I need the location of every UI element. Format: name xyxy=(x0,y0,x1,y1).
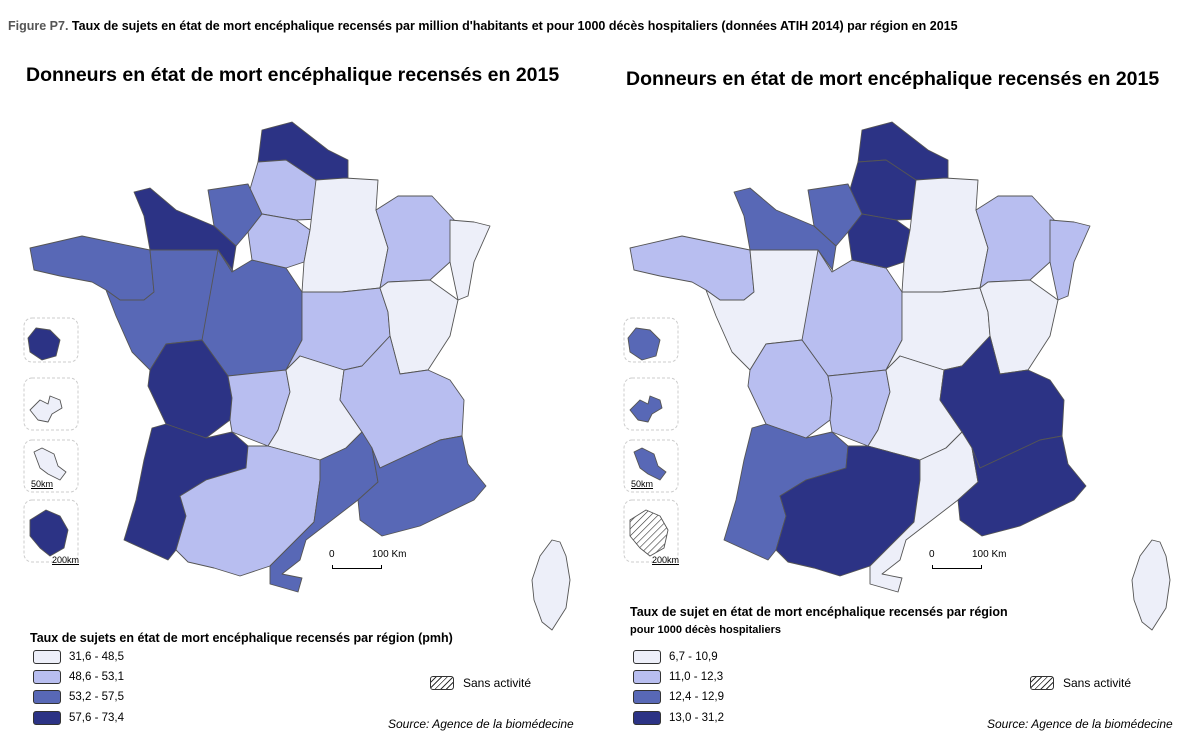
choropleth-map-pmh xyxy=(23,121,571,631)
region-corse xyxy=(1131,539,1171,631)
legend-swatch xyxy=(33,711,61,725)
no-activity-label: Sans activité xyxy=(463,676,532,690)
legend-subtitle: pour 1000 décès hospitaliers xyxy=(630,624,782,636)
inset-frame xyxy=(23,439,79,493)
inset-frame xyxy=(23,499,79,563)
legend-swatch xyxy=(633,711,661,725)
legend-label: 48,6 - 53,1 xyxy=(69,671,124,683)
region-lorraine xyxy=(375,195,459,289)
region-midi-pyrenees xyxy=(775,445,921,577)
region-guyane xyxy=(629,509,669,557)
scale-max-label: 100 Km xyxy=(372,549,407,560)
region-martinique xyxy=(633,447,667,481)
scale-line xyxy=(332,565,382,569)
legend-item: 57,6 - 73,4 xyxy=(33,710,124,726)
region-martinique xyxy=(33,447,67,481)
map-panel-pmh: Donneurs en état de mort encéphalique re… xyxy=(23,64,574,731)
region-basse-normandie xyxy=(733,187,837,273)
region-ile-de-france xyxy=(247,213,311,269)
figure-caption: Figure P7. Taux de sujets en état de mor… xyxy=(8,19,958,33)
inset-scale-small: 50km xyxy=(631,479,654,489)
hatch-swatch xyxy=(1030,676,1054,690)
region-midi-pyrenees xyxy=(175,445,321,577)
region-languedoc-roussillon xyxy=(869,431,979,593)
region-bretagne xyxy=(29,235,155,301)
legend-item: 13,0 - 31,2 xyxy=(633,710,724,726)
scale-zero-label: 0 xyxy=(329,549,335,560)
legend-label: 6,7 - 10,9 xyxy=(669,651,718,663)
legend-no-activity: Sans activité xyxy=(1030,676,1131,690)
legend-item: 48,6 - 53,1 xyxy=(33,669,124,685)
map-title: Donneurs en état de mort encéphalique re… xyxy=(626,68,1160,90)
inset-frame xyxy=(23,317,79,363)
region-guadeloupe xyxy=(29,395,63,423)
region-reunion xyxy=(627,327,661,361)
no-activity-label: Sans activité xyxy=(1063,676,1132,690)
region-languedoc-roussillon xyxy=(269,431,379,593)
region-champagne-ardenne xyxy=(301,177,389,293)
legend-label: 11,0 - 12,3 xyxy=(669,671,724,683)
hatch-swatch xyxy=(430,676,454,690)
map-panel-deces: Donneurs en état de mort encéphalique re… xyxy=(600,0,1200,750)
legend-item: 12,4 - 12,9 xyxy=(633,689,724,705)
region-centre xyxy=(801,249,903,377)
inset-frame xyxy=(623,439,679,493)
legend-label: 12,4 - 12,9 xyxy=(669,691,724,703)
figure-number: Figure P7. xyxy=(8,19,69,33)
legend-swatch xyxy=(33,690,61,704)
map-title: Donneurs en état de mort encéphalique re… xyxy=(26,64,560,86)
legend-title: Taux de sujets en état de mort encéphali… xyxy=(30,631,453,645)
figure-caption-text: Taux de sujets en état de mort encéphali… xyxy=(71,19,958,33)
region-alsace xyxy=(449,219,491,301)
inset-frame xyxy=(623,499,679,563)
legend-label: 31,6 - 48,5 xyxy=(69,651,124,663)
legend-item: 31,6 - 48,5 xyxy=(33,649,124,665)
legend-swatch xyxy=(633,690,661,704)
region-alsace xyxy=(1049,219,1091,301)
inset-scale-large: 200km xyxy=(52,555,80,565)
inset-frame xyxy=(623,317,679,363)
region-franche-comte xyxy=(979,279,1059,375)
legend-item: 53,2 - 57,5 xyxy=(33,689,124,705)
inset-frame xyxy=(23,377,79,431)
source-note: Source: Agence de la biomédecine xyxy=(388,717,574,731)
region-basse-normandie xyxy=(133,187,237,273)
region-ile-de-france xyxy=(847,213,911,269)
region-paca xyxy=(957,435,1087,537)
legend-label: 57,6 - 73,4 xyxy=(69,712,124,724)
region-bretagne xyxy=(629,235,755,301)
legend-title: Taux de sujet en état de mort encéphaliq… xyxy=(630,605,1008,619)
choropleth-map-deces xyxy=(623,121,1171,631)
region-franche-comte xyxy=(379,279,459,375)
legend-swatch xyxy=(33,650,61,664)
scale-zero-label: 0 xyxy=(929,549,935,560)
legend-label: 53,2 - 57,5 xyxy=(69,691,124,703)
legend-swatch xyxy=(633,650,661,664)
region-guadeloupe xyxy=(629,395,663,423)
region-centre xyxy=(201,249,303,377)
inset-frame xyxy=(623,377,679,431)
source-note: Source: Agence de la biomédecine xyxy=(987,717,1173,731)
scale-line xyxy=(932,565,982,569)
legend-swatch xyxy=(633,670,661,684)
region-guyane xyxy=(29,509,69,557)
region-paca xyxy=(357,435,487,537)
region-lorraine xyxy=(975,195,1059,289)
inset-scale-large: 200km xyxy=(652,555,680,565)
legend-item: 11,0 - 12,3 xyxy=(633,669,723,685)
legend-label: 13,0 - 31,2 xyxy=(669,712,724,724)
legend-swatch xyxy=(33,670,61,684)
region-champagne-ardenne xyxy=(901,177,989,293)
inset-scale-small: 50km xyxy=(31,479,54,489)
region-reunion xyxy=(27,327,61,361)
legend-item: 6,7 - 10,9 xyxy=(633,649,718,665)
legend-no-activity: Sans activité xyxy=(430,676,531,690)
scale-max-label: 100 Km xyxy=(972,549,1007,560)
region-corse xyxy=(531,539,571,631)
